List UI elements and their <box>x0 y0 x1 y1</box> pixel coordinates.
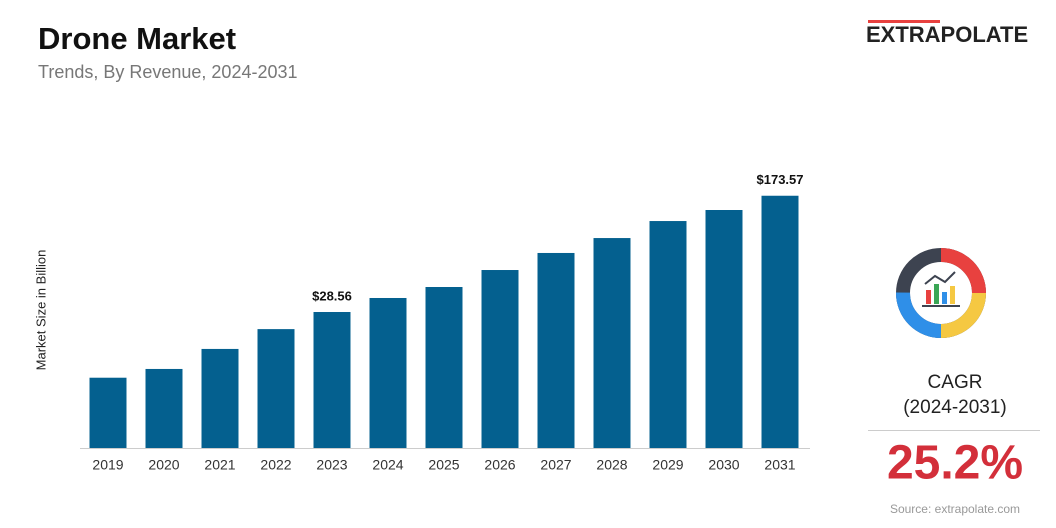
x-tick-label: 2030 <box>708 457 739 473</box>
brand-logo: EXTRAPOLATE <box>866 22 1028 47</box>
x-tick-label: 2026 <box>484 457 515 473</box>
bar <box>705 210 743 448</box>
bar <box>145 368 183 448</box>
bar <box>537 252 575 448</box>
x-tick-label: 2023 <box>316 457 347 473</box>
donut-icon <box>896 248 986 338</box>
cagr-period: (2024-2031) <box>903 397 1007 418</box>
source: Source: extrapolate.com <box>890 502 1020 516</box>
cagr-label: CAGR <box>928 372 983 393</box>
x-tick-label: 2022 <box>260 457 291 473</box>
bar <box>201 348 239 448</box>
chart-subtitle: Trends, By Revenue, 2024-2031 <box>38 62 298 82</box>
cagr-value: 25.2% <box>887 437 1023 490</box>
bar <box>593 238 631 448</box>
data-label: $173.57 <box>757 172 804 187</box>
bar <box>425 287 463 448</box>
x-tick-label: 2027 <box>540 457 571 473</box>
x-tick-label: 2019 <box>92 457 123 473</box>
chart-title: Drone Market <box>38 21 236 56</box>
bar <box>257 329 295 448</box>
x-tick-label: 2024 <box>372 457 403 473</box>
bar <box>481 270 519 448</box>
x-tick-label: 2025 <box>428 457 459 473</box>
data-label: $28.56 <box>312 288 352 303</box>
x-tick-label: 2029 <box>652 457 683 473</box>
bar <box>313 312 351 448</box>
x-tick-label: 2028 <box>596 457 627 473</box>
bar <box>649 221 687 448</box>
donut-segment <box>896 248 986 338</box>
bar <box>369 297 407 448</box>
y-axis-label: Market Size in Billion <box>33 250 48 371</box>
x-tick-label: 2021 <box>204 457 235 473</box>
x-tick-label: 2031 <box>764 457 795 473</box>
bar <box>89 377 127 448</box>
bar <box>761 195 799 448</box>
x-tick-label: 2020 <box>148 457 179 473</box>
logo-bar <box>868 20 940 23</box>
